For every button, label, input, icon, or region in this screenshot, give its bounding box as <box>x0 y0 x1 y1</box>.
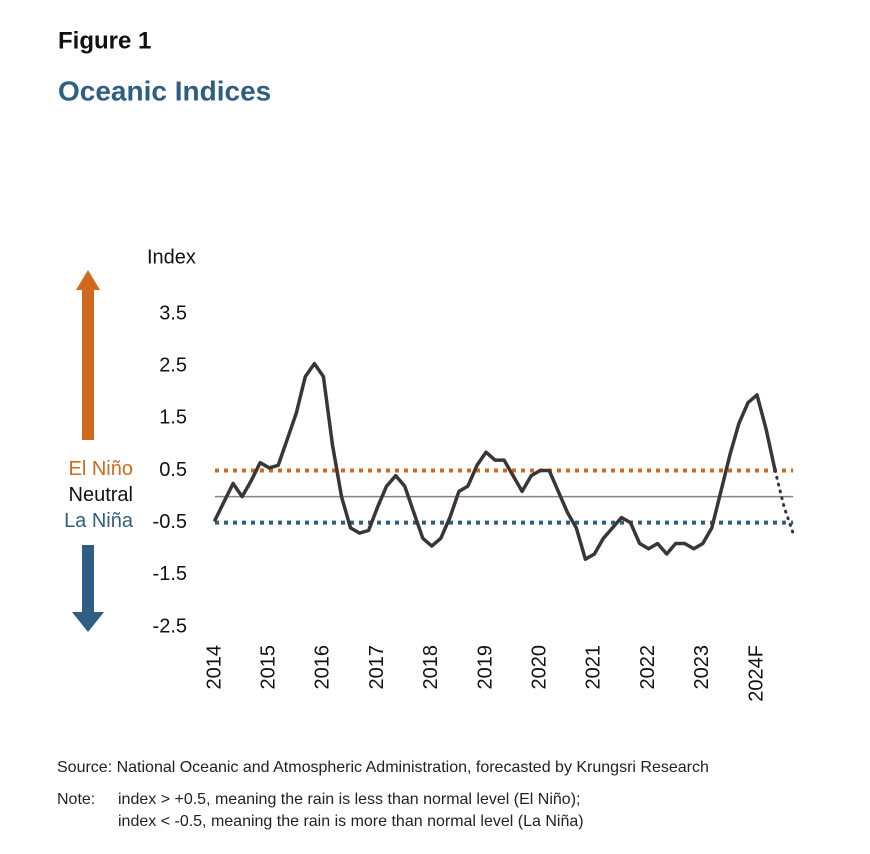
y-tick-label: -2.5 <box>153 615 187 637</box>
x-tick-label: 2021 <box>583 645 605 690</box>
figure-label: Figure 1 <box>58 27 151 54</box>
reference-label: La Niña <box>64 510 134 532</box>
source: Source: National Oceanic and Atmospheric… <box>57 759 709 776</box>
reference-label: Neutral <box>69 484 133 506</box>
y-tick-label: 3.5 <box>159 302 187 324</box>
x-tick-label: 2014 <box>203 645 225 690</box>
x-tick-label: 2022 <box>637 645 659 690</box>
x-tick-label: 2020 <box>528 645 550 690</box>
y-tick-label: 1.5 <box>159 407 187 429</box>
y-tick-label: 0.5 <box>159 459 187 481</box>
x-tick-label: 2019 <box>474 645 496 690</box>
series-line <box>773 469 795 535</box>
series-line <box>213 361 777 561</box>
note-line: index > +0.5, meaning the rain is less t… <box>118 791 580 808</box>
x-tick-label: 2023 <box>691 645 713 690</box>
chart-title: Oceanic Indices <box>58 75 271 106</box>
note-label: Note: <box>57 791 95 808</box>
x-tick-label: 2017 <box>366 645 388 690</box>
y-tick-label: -1.5 <box>153 563 187 585</box>
y-tick-label: 2.5 <box>159 354 187 376</box>
y-axis-label: Index <box>147 246 196 268</box>
reference-label: El Niño <box>69 458 133 480</box>
y-tick-label: -0.5 <box>153 511 187 533</box>
la-nina-arrow <box>72 545 104 632</box>
note-line: index < -0.5, meaning the rain is more t… <box>118 813 584 830</box>
x-tick-label: 2024F <box>745 645 767 702</box>
el-nino-arrow <box>76 270 100 440</box>
x-tick-label: 2016 <box>312 645 334 690</box>
x-tick-label: 2015 <box>257 645 279 690</box>
x-tick-label: 2018 <box>420 645 442 690</box>
